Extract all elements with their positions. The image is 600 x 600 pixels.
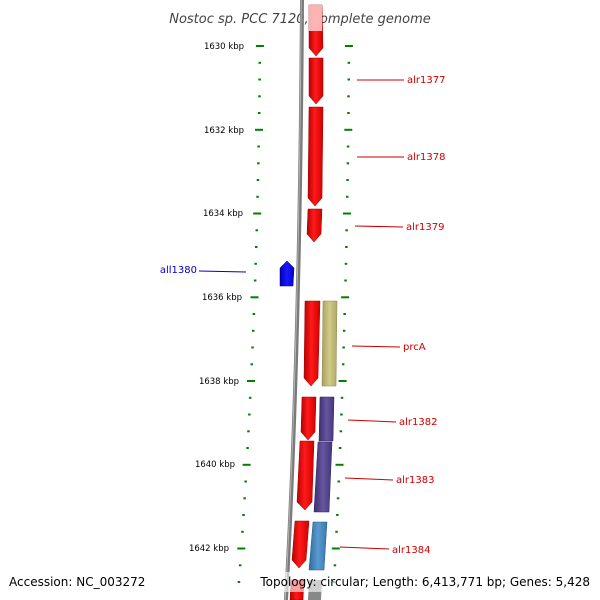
gene-arrow-alr1384[interactable] bbox=[291, 520, 310, 569]
leader-alr1382 bbox=[347, 419, 397, 423]
gene-arrow-prcA[interactable] bbox=[303, 300, 321, 387]
gene-feature-prcA[interactable] bbox=[321, 300, 338, 387]
gene-feature-alr1382[interactable] bbox=[318, 396, 335, 442]
accession-text: Accession: NC_003272 bbox=[9, 575, 145, 589]
gene-label-all1380[interactable]: all1380 bbox=[160, 265, 197, 276]
gene-label-prcA[interactable]: prcA bbox=[403, 342, 426, 353]
gene-label-alr1383[interactable]: alr1383 bbox=[396, 475, 434, 486]
genome-backbone-highlight bbox=[284, 0, 302, 600]
gene-feature-alr1383[interactable] bbox=[313, 441, 333, 513]
gene-arrow-alr1382[interactable] bbox=[300, 396, 317, 441]
topology-text: Topology: circular; Length: 6,413,771 bp… bbox=[259, 575, 590, 589]
gene-feature-alr1384[interactable] bbox=[308, 521, 328, 571]
kbp-label-1636: 1636 kbp bbox=[202, 293, 242, 303]
gene-label-alr1382[interactable]: alr1382 bbox=[399, 417, 437, 428]
gene-arrow-top-faded bbox=[309, 5, 322, 31]
kbp-label-1632: 1632 kbp bbox=[204, 126, 244, 136]
leader-alr1379 bbox=[354, 225, 404, 228]
gene-arrow-alr1378[interactable] bbox=[307, 106, 324, 207]
gene-labels: alr1377 alr1378 alr1379 all1380 prcA alr… bbox=[160, 75, 446, 556]
leader-prcA bbox=[351, 345, 401, 348]
gene-label-alr1378[interactable]: alr1378 bbox=[407, 152, 445, 163]
kbp-label-1642: 1642 kbp bbox=[189, 544, 229, 554]
leader-alr1383 bbox=[344, 477, 394, 481]
kbp-scale: 1630 kbp 1632 kbp 1634 kbp 1636 kbp 1638… bbox=[189, 42, 244, 554]
gene-arrow-alr1377[interactable] bbox=[308, 57, 324, 105]
genome-backbone bbox=[284, 0, 304, 600]
gene-arrow-alr1379[interactable] bbox=[306, 208, 323, 243]
gene-label-alr1377[interactable]: alr1377 bbox=[407, 75, 445, 86]
outer-ticks bbox=[331, 45, 353, 583]
leader-alr1384 bbox=[339, 546, 390, 550]
kbp-label-1630: 1630 kbp bbox=[204, 42, 244, 52]
kbp-label-1638: 1638 kbp bbox=[199, 377, 239, 387]
leader-all1380 bbox=[198, 270, 247, 273]
gene-label-alr1384[interactable]: alr1384 bbox=[392, 545, 430, 556]
gene-arrows bbox=[279, 4, 338, 600]
gene-label-alr1379[interactable]: alr1379 bbox=[406, 222, 444, 233]
gene-arrow-all1380[interactable] bbox=[279, 260, 295, 287]
gene-arrow-alr1383[interactable] bbox=[296, 440, 315, 511]
kbp-label-1634: 1634 kbp bbox=[203, 209, 243, 219]
inner-ticks bbox=[237, 45, 264, 583]
topology-backdrop bbox=[258, 572, 594, 592]
tick-marks bbox=[237, 45, 353, 583]
kbp-label-1640: 1640 kbp bbox=[195, 460, 235, 470]
